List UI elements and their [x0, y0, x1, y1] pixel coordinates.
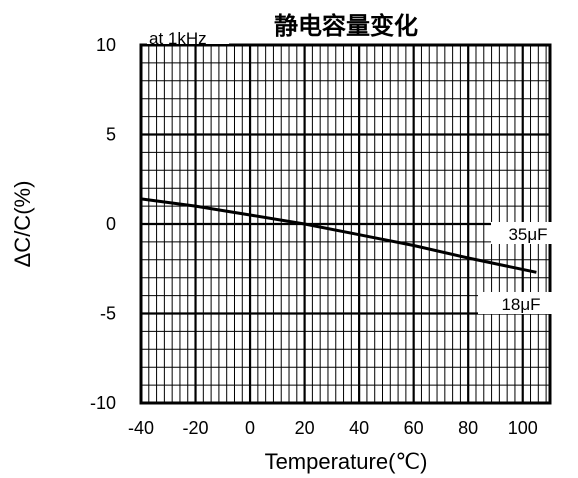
y-tick-label: 0 — [106, 214, 116, 234]
annotation-18uf: 18μF — [501, 295, 540, 314]
chart-title: 静电容量变化 — [274, 12, 418, 40]
condition-label-background — [147, 28, 229, 44]
x-tick-label: -20 — [183, 418, 209, 438]
y-tick-label: -5 — [100, 304, 116, 324]
y-tick-label: -10 — [90, 393, 116, 413]
condition-label: at 1kHz — [149, 29, 207, 48]
x-tick-label: 60 — [404, 418, 424, 438]
series-layer — [140, 197, 537, 274]
series-line — [140, 197, 537, 274]
annotation-18uf-box — [478, 292, 564, 314]
y-tick-label: 10 — [96, 35, 116, 55]
annotation-35uf-box — [491, 222, 565, 244]
y-axis-ticks: 10 5 0 -5 -10 — [90, 35, 116, 413]
x-tick-label: 40 — [349, 418, 369, 438]
x-axis-ticks: -40 -20 0 20 40 60 80 100 — [128, 418, 538, 438]
annotation-35uf: 35μF — [508, 225, 547, 244]
x-axis-label: Temperature(℃) — [265, 449, 428, 474]
y-tick-label: 5 — [106, 125, 116, 145]
x-tick-label: 0 — [245, 418, 255, 438]
x-tick-label: 80 — [458, 418, 478, 438]
x-tick-label: 100 — [508, 418, 538, 438]
y-axis-label: ΔC/C(%) — [10, 181, 35, 268]
x-tick-label: -40 — [128, 418, 154, 438]
x-tick-label: 20 — [295, 418, 315, 438]
